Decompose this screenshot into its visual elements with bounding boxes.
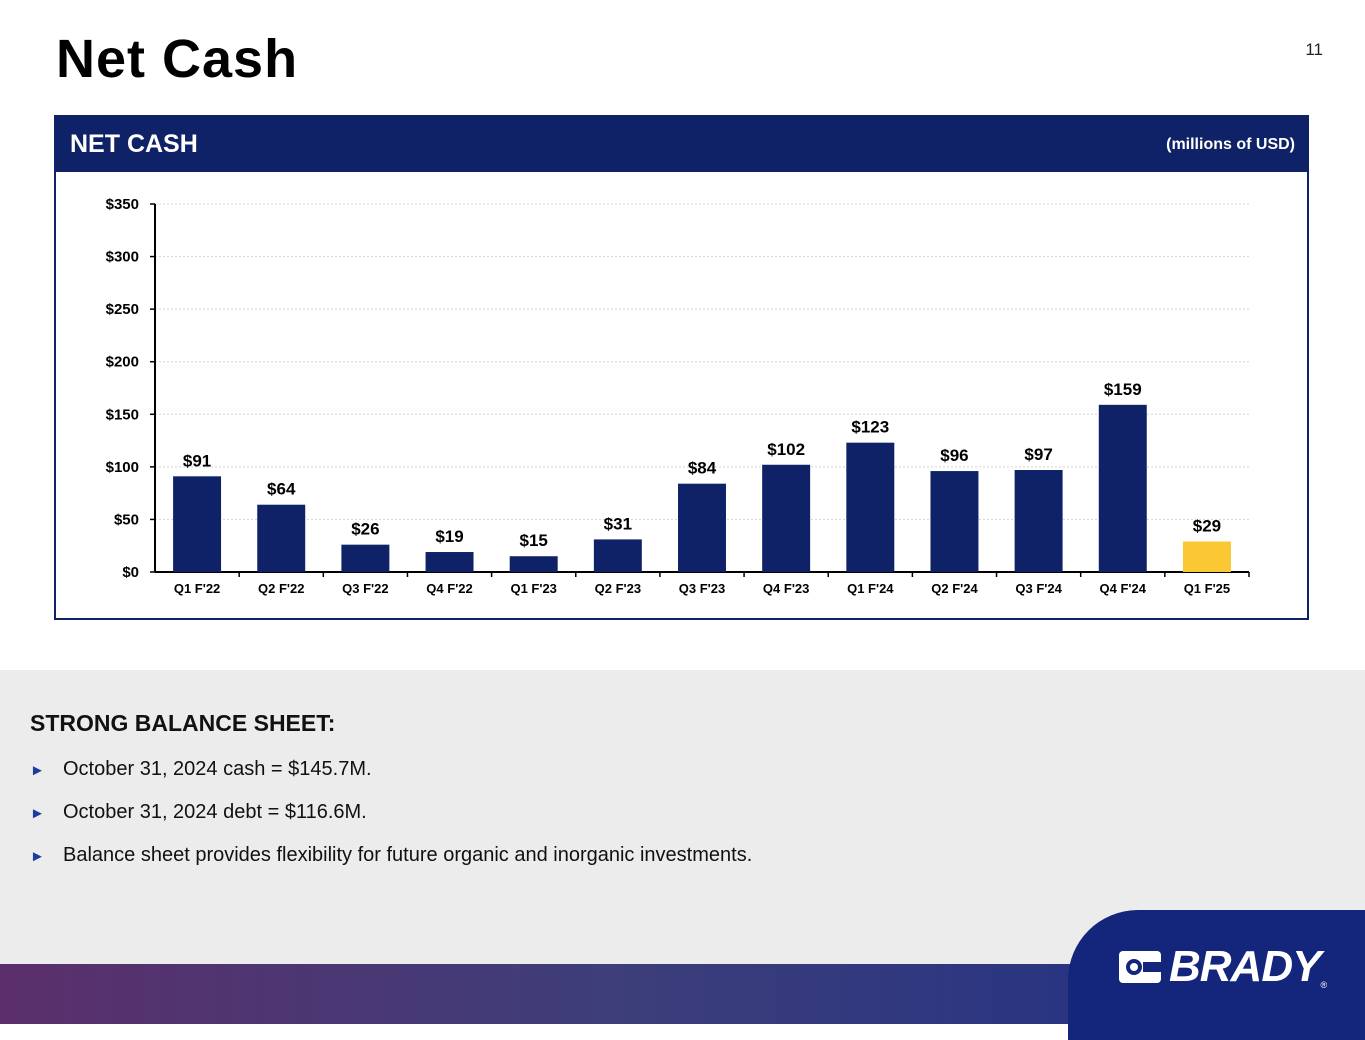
bar [1182,541,1231,572]
x-tick-label: Q3 F'24 [1015,581,1062,596]
bar [593,539,642,572]
bar [1098,404,1147,572]
bar [341,544,390,572]
bar [678,483,726,572]
data-label: $91 [183,451,211,470]
x-tick-label: Q2 F'22 [258,581,304,596]
data-label: $64 [267,480,296,499]
bullet-arrow-icon: ► [30,848,45,865]
logo-tab [1068,910,1365,1040]
y-tick-label: $250 [106,301,139,318]
bar [762,464,811,572]
y-tick-label: $100 [106,459,139,476]
data-label: $159 [1104,380,1142,399]
bar [930,471,979,572]
x-tick-label: Q1 F'23 [510,581,556,596]
data-label: $26 [351,520,379,539]
summary-section: STRONG BALANCE SHEET: ► October 31, 2024 … [0,670,1365,964]
bar [425,552,474,572]
x-tick-label: Q4 F'23 [763,581,809,596]
y-tick-label: $0 [122,564,139,581]
data-label: $29 [1193,517,1221,536]
data-label: $84 [688,459,717,478]
bar [257,504,306,572]
brady-logo: BRADY ® [1117,942,1327,992]
bar [509,556,558,572]
summary-heading: STRONG BALANCE SHEET: [30,710,336,736]
data-label: $15 [520,531,548,550]
y-tick-label: $50 [114,511,139,528]
panel-title: NET CASH [70,130,198,158]
x-tick-label: Q3 F'23 [679,581,725,596]
y-tick-label: $150 [106,406,139,423]
x-tick-label: Q4 F'24 [1100,581,1147,596]
bar [1014,470,1063,572]
brady-logo-icon [1119,951,1161,983]
x-tick-label: Q2 F'24 [931,581,978,596]
logo-registered-mark: ® [1320,980,1328,990]
data-label: $31 [604,514,632,533]
bullet-item: ► October 31, 2024 debt = $116.6M. [30,801,752,844]
data-label: $102 [767,440,805,459]
summary-bullet-list: ► October 31, 2024 cash = $145.7M. ► Octob… [30,758,752,887]
x-tick-label: Q3 F'22 [342,581,388,596]
x-tick-label: Q1 F'25 [1184,581,1230,596]
y-tick-label: $200 [106,354,139,371]
data-label: $19 [435,527,463,546]
page-number: 11 [1305,40,1323,59]
bar [846,442,895,572]
panel-unit-label: (millions of USD) [1166,135,1295,153]
bullet-text: Balance sheet provides flexibility for f… [63,844,753,866]
logo-wordmark: BRADY [1169,942,1321,991]
x-tick-label: Q4 F'22 [426,581,472,596]
x-tick-label: Q2 F'23 [595,581,641,596]
data-label: $96 [940,446,968,465]
x-tick-label: Q1 F'22 [174,581,220,596]
panel-header: NET CASH (millions of USD) [56,117,1307,172]
bullet-arrow-icon: ► [30,762,45,779]
bullet-arrow-icon: ► [30,805,45,822]
bullet-item: ► Balance sheet provides flexibility for … [30,844,752,887]
bullet-item: ► October 31, 2024 cash = $145.7M. [30,758,752,801]
bullet-text: October 31, 2024 cash = $145.7M. [63,758,372,780]
net-cash-bar-chart: $0 $50 $100 $150 $200 $250 $300 $350 $91 Q1 F'22 $… [106,196,1250,596]
bar [173,476,222,572]
bullet-text: October 31, 2024 debt = $116.6M. [63,801,367,823]
page-title: Net Cash [56,29,299,89]
net-cash-panel: NET CASH (millions of USD) $0 $50 $100 $150… [54,115,1309,620]
data-label: $97 [1024,445,1052,464]
x-tick-label: Q1 F'24 [847,581,894,596]
y-tick-label: $350 [106,196,139,213]
data-label: $123 [851,418,889,437]
y-tick-label: $300 [106,249,139,266]
